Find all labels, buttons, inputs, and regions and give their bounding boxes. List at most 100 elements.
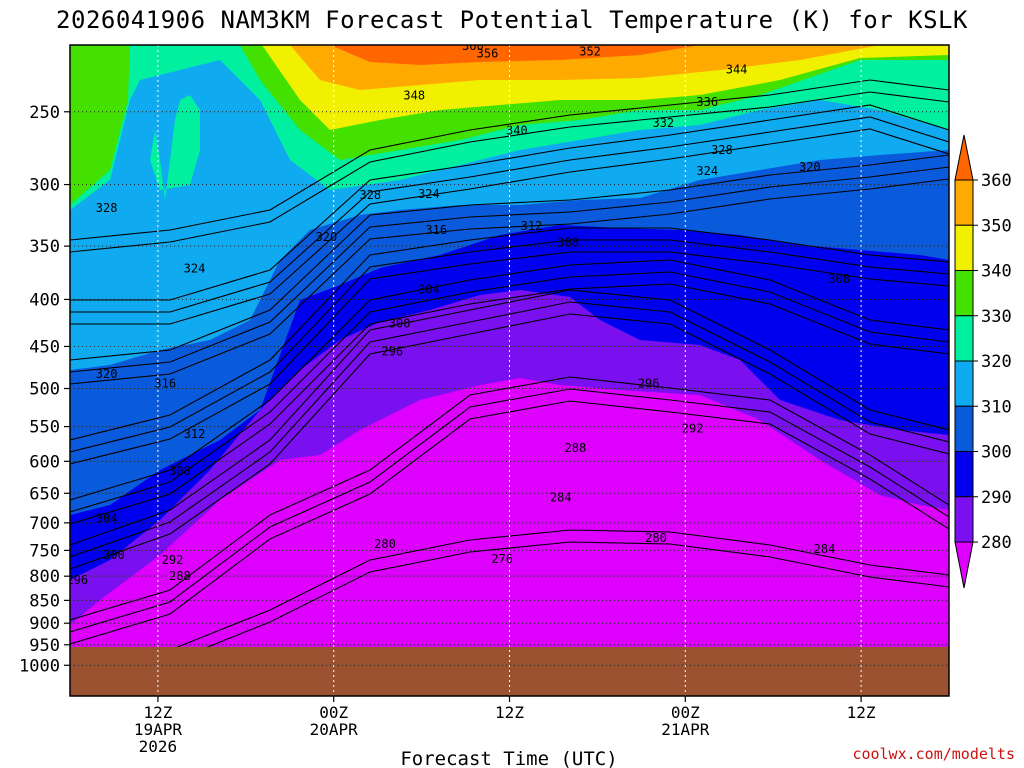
contour-label-19: 308 [828,272,850,286]
isentrope-1 [70,289,949,546]
isentrope-17 [70,313,949,570]
contour-label-7: 332 [652,116,674,130]
contour-label-36: 284 [814,542,836,556]
y-axis: 250 300 350 400 450 500 550 600 650 700 750 800 850 9… [19,103,70,676]
contour-label-14: 316 [425,223,447,237]
isentrope-3 [70,227,949,441]
xtick-label-1-0: 00Z [319,703,348,722]
isentrope-9 [70,301,949,558]
contour-label-31: 304 [96,511,118,525]
contour-label-35: 280 [645,531,667,545]
contour-label-26: 312 [184,427,206,441]
isentrope-5 [70,104,949,301]
colorbar-box-6 [954,270,974,317]
ytick-label-350: 350 [29,237,60,257]
colorbar-label-360: 360 [981,171,1012,191]
ytick-label-600: 600 [29,452,60,472]
xtick-label-2-0: 12Z [495,703,524,722]
contour-label-25: 296 [638,377,660,391]
contour-label-12: 328 [359,188,381,202]
xtick-label-4-0: 12Z [847,703,876,722]
contour-label-20: 304 [418,282,440,296]
colorbar: 280 290 300 310 320 330 340 350 360 [954,134,1012,589]
ytick-label-300: 300 [29,176,60,196]
isentrope-8 [70,388,949,633]
colorbar-box-3 [954,405,974,452]
contour-label-38: 288 [169,569,191,583]
contour-label-0: 360 [462,39,484,53]
contour-label-11: 328 [96,201,118,215]
colorbar-tip-bottom [954,541,974,589]
isentrope-15 [83,541,949,696]
colorbar-label-310: 310 [981,397,1012,417]
contour-label-24: 316 [154,377,176,391]
ytick-label-500: 500 [29,380,60,400]
isentrope-4 [70,154,949,361]
colorbar-label-330: 330 [981,307,1012,327]
contour-label-1: 356 [477,46,499,60]
isentrope-0 [70,376,949,621]
band-370 [330,45,700,65]
contour-label-29: 308 [169,464,191,478]
ytick-label-850: 850 [29,591,60,611]
contour-label-10: 320 [799,160,821,174]
colorbar-tip-top [954,134,974,181]
ytick-label-800: 800 [29,567,60,587]
ytick-label-400: 400 [29,290,60,310]
colorbar-label-320: 320 [981,352,1012,372]
ytick-label-900: 900 [29,614,60,634]
colorbar-box-4 [954,360,974,407]
contour-label-28: 288 [565,441,587,455]
colorbar-label-280: 280 [981,533,1012,553]
xtick-label-0-2: 2026 [139,737,178,756]
colorbar-label-300: 300 [981,443,1012,463]
isentrope-19 [70,251,949,465]
colorbar-box-5 [954,315,974,362]
ytick-label-250: 250 [29,103,60,123]
contour-label-15: 312 [521,219,543,233]
credit-link[interactable]: coolwx.com/modelts [852,745,1015,763]
ytick-label-700: 700 [29,514,60,534]
ytick-label-750: 750 [29,541,60,561]
isentrope-18 [70,283,949,525]
chart-title: 2026041906 NAM3KM Forecast Potential Tem… [56,6,968,34]
isentrope-10 [70,271,949,513]
xtick-label-3-1: 21APR [661,720,710,739]
band-340-left [70,45,130,205]
contour-label-39: 296 [66,573,88,587]
contour-label-22: 296 [381,345,403,359]
isentrope-21 [70,128,949,325]
isentrope-2 [70,259,949,501]
contour-label-27: 292 [682,422,704,436]
isentrope-20 [70,178,949,385]
contour-label-6: 336 [696,95,718,109]
contour-label-17: 320 [316,230,338,244]
ytick-label-1000: 1000 [19,656,60,676]
isentropes [70,79,949,696]
contour-label-21: 300 [389,317,411,331]
isentrope-13 [70,116,949,313]
gridlines [70,111,949,666]
contour-label-33: 292 [162,553,184,567]
contour-label-2: 352 [579,45,601,59]
contour-label-18: 324 [184,261,206,275]
colorbar-label-350: 350 [981,216,1012,236]
green-tower [150,95,200,200]
isentrope-16 [70,400,949,645]
contour-label-13: 324 [418,187,440,201]
contour-label-32: 300 [103,548,125,562]
isentrope-14 [70,91,949,253]
ytick-label-650: 650 [29,484,60,504]
colorbar-box-1 [954,496,974,543]
colorbar-box-2 [954,451,974,498]
contour-label-5: 340 [506,123,528,137]
contour-label-30: 284 [550,491,572,505]
xtick-label-0-0: 12Z [143,703,172,722]
contour-label-16: 308 [557,236,579,250]
ytick-label-450: 450 [29,337,60,357]
isentrope-11 [70,239,949,453]
